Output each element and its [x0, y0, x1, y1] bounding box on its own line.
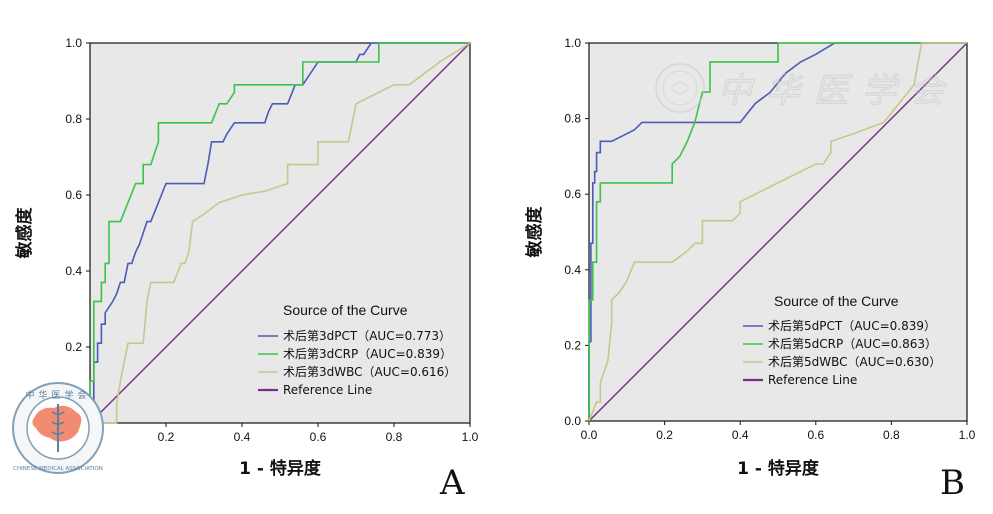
- y-axis-label-b: 敏感度: [524, 206, 545, 259]
- legend-label-1: 术后第3dCRP（AUC=0.839）: [283, 347, 452, 361]
- x-tick-label: 1.0: [959, 428, 976, 442]
- legend-items-b: 术后第5dPCT（AUC=0.839） 术后第5dCRP（AUC=0.863） 术后…: [743, 319, 941, 387]
- watermark-text: 中华医学会: [718, 71, 958, 111]
- y-tick-label: 0.4: [564, 263, 581, 277]
- y-tick-labels-a: 0.00.20.40.60.81.0: [65, 36, 90, 430]
- series-line-3: [89, 42, 471, 424]
- x-tick-label: 0.2: [656, 428, 673, 442]
- panel-b: 0.0 0.2 0.4 0.6 0.8 1.0 0.0 0.2 0.4 0.6 0.8 1.0 1 …: [524, 36, 976, 503]
- series-line-0: [89, 42, 470, 423]
- watermark: 中华医学会: [655, 63, 958, 113]
- x-axis-label-b: 1 - 特异度: [737, 458, 820, 479]
- y-tick-label: 1.0: [564, 36, 581, 50]
- x-tick-label: 0.6: [807, 428, 824, 442]
- legend-b: Source of the Curve 术后第5dPCT（AUC=0.839）术…: [743, 293, 941, 387]
- association-seal-icon: 中华医学会 CHINESE MEDICAL ASSOCIATION: [12, 382, 104, 474]
- series-line-0: [588, 42, 967, 421]
- y-tick-label: 0.2: [65, 340, 82, 354]
- x-tick-label: 0.4: [732, 428, 749, 442]
- series-line-1: [588, 42, 967, 421]
- seal-top-chars: 中华医学会: [25, 389, 90, 401]
- panel-a: 0.00.20.40.60.81.0 0.00.20.40.60.81.0 1 …: [14, 36, 479, 503]
- x-tick-label: 0.6: [310, 430, 327, 444]
- legend-label-0: 术后第3dPCT（AUC=0.773）: [283, 329, 451, 343]
- series-line-2: [90, 42, 471, 424]
- legend-label-3: Reference Line: [768, 373, 857, 387]
- panel-letter-a: A: [439, 463, 465, 503]
- legend-label-1: 术后第5dCRP（AUC=0.863）: [768, 337, 937, 351]
- x-axis-label-a: 1 - 特异度: [239, 458, 322, 479]
- x-tick-labels-b: 0.0 0.2 0.4 0.6 0.8 1.0: [581, 421, 976, 442]
- curves-b: [588, 42, 968, 422]
- legend-label-2: 术后第3dWBC（AUC=0.616）: [283, 365, 456, 379]
- series-line-3: [588, 42, 968, 422]
- x-tick-label: 0.2: [158, 430, 175, 444]
- x-tick-label: 1.0: [462, 430, 479, 444]
- legend-a: Source of the Curve 术后第3dPCT（AUC=0.773）术…: [258, 302, 456, 397]
- x-tick-label: 0.4: [234, 430, 251, 444]
- y-tick-label: 0.0: [564, 414, 581, 428]
- series-line-1: [89, 42, 470, 423]
- legend-items-a: 术后第3dPCT（AUC=0.773） 术后第3dCRP（AUC=0.839） 术后…: [258, 329, 456, 397]
- legend-title-b: Source of the Curve: [774, 293, 899, 309]
- watermark-seal-icon: [655, 63, 705, 113]
- y-tick-label: 0.8: [65, 112, 82, 126]
- x-tick-label: 0.8: [386, 430, 403, 444]
- y-tick-label: 0.8: [564, 112, 581, 126]
- y-tick-label: 0.4: [65, 264, 82, 278]
- legend-label-3: Reference Line: [283, 383, 372, 397]
- curves-a: [89, 42, 471, 424]
- x-tick-labels-a: 0.00.20.40.60.81.0: [82, 423, 479, 444]
- y-tick-label: 0.6: [65, 188, 82, 202]
- legend-label-2: 术后第5dWBC（AUC=0.630）: [768, 355, 941, 369]
- y-tick-label: 0.2: [564, 338, 581, 352]
- seal-ring-text: CHINESE MEDICAL ASSOCIATION: [13, 466, 103, 472]
- y-tick-labels-b: 0.0 0.2 0.4 0.6 0.8 1.0: [564, 36, 589, 428]
- series-line-2: [588, 42, 967, 422]
- y-tick-label: 1.0: [65, 36, 82, 50]
- x-tick-label: 0.0: [581, 428, 598, 442]
- y-tick-label: 0.6: [564, 187, 581, 201]
- y-axis-label-a: 敏感度: [14, 207, 35, 260]
- panel-letter-b: B: [940, 463, 965, 503]
- legend-label-0: 术后第5dPCT（AUC=0.839）: [768, 319, 936, 333]
- legend-title-a: Source of the Curve: [283, 302, 408, 318]
- x-tick-label: 0.8: [883, 428, 900, 442]
